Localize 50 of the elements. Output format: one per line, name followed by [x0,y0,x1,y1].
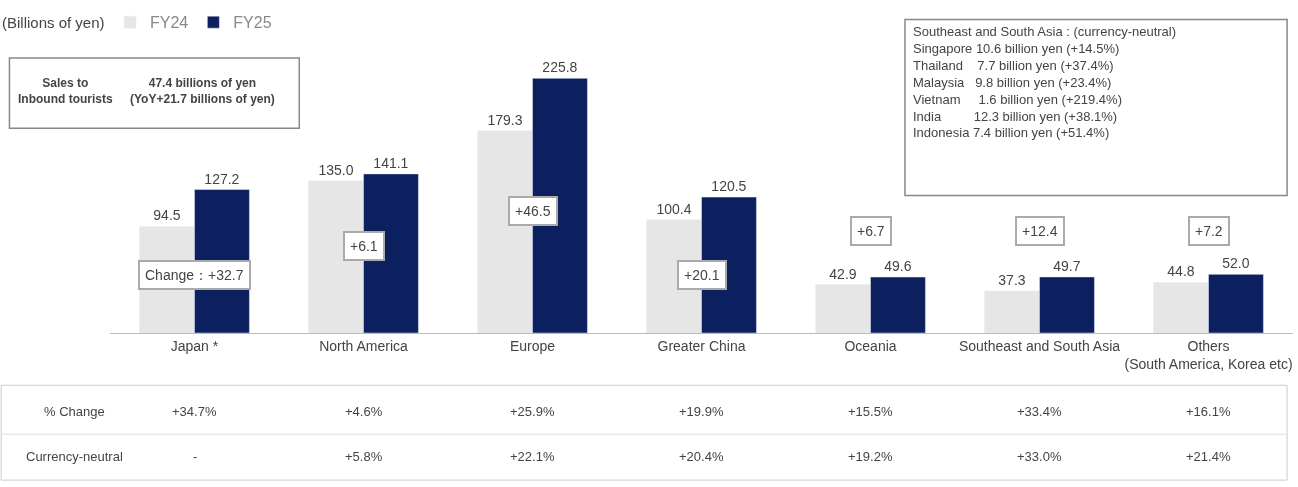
text: +5.8% [345,449,383,464]
text: +21.4% [1186,449,1231,464]
text: +34.7% [172,404,217,419]
x-tick-label: Greater China [657,337,746,354]
data-label: 94.5 [153,207,181,224]
data-label: 100.4 [656,200,692,217]
data-label: 135.0 [318,161,354,178]
text: +25.9% [510,404,555,419]
text: +15.5% [848,404,893,419]
legend-label: FY25 [233,14,272,32]
data-label: 42.9 [829,265,857,282]
annotation: +7.2 [1195,223,1223,239]
data-label: 141.1 [373,154,409,171]
text: +33.4% [1017,404,1062,419]
annotation: 47.4 billions of yen (YoY+21.7 billions of yen) [130,76,275,106]
x-tick-label: Others (South America, Korea etc) [1124,337,1293,372]
x-tick-label: Southeast and South Asia [958,337,1121,354]
annotation: +46.5 [515,203,551,219]
text: +20.4% [679,449,724,464]
text: % Change [44,404,105,419]
text: +22.1% [510,449,555,464]
annotation: +20.1 [684,267,720,283]
data-label: 120.5 [711,178,747,195]
legend-label: FY24 [150,14,189,32]
annotation: +12.4 [1022,223,1058,239]
data-label: 179.3 [487,111,523,128]
text: +19.2% [848,449,893,464]
x-tick-label: North America [319,337,409,354]
data-label: 44.8 [1167,263,1195,280]
annotation: Sales to Inbound tourists [18,76,113,106]
data-label: 225.8 [542,59,578,76]
data-label: 49.6 [884,258,912,275]
text: +4.6% [345,404,383,419]
data-label: 52.0 [1222,255,1250,272]
text: +19.9% [679,404,724,419]
text: Currency-neutral [26,449,123,464]
data-label: 127.2 [204,170,240,187]
x-tick-label: Japan * [170,337,219,354]
annotation: Change：+32.7 [145,267,244,283]
data-label: 49.7 [1053,257,1081,274]
x-tick-label: Oceania [844,337,897,354]
text: - [193,449,198,464]
annotation: +6.1 [350,238,378,254]
annotation: Southeast and South Asia : (currency-neutral) Singapore 10.6 billion yen (+14.5%) Thailand 7.7 billion yen (+37.4%) Malaysia 9.8 billion yen (+23.4%) Vietnam 1.6 billion yen (+219.4%) India 12.3 billion yen (+38.1%) Indonesia 7.4 billion yen (+51.4%) [913,24,1177,141]
text: +33.0% [1017,449,1062,464]
annotation: +6.7 [857,223,885,239]
x-tick-label: Europe [509,337,556,354]
data-label: 37.3 [998,271,1026,288]
text: (Billions of yen) [2,14,105,31]
text: +16.1% [1186,404,1231,419]
